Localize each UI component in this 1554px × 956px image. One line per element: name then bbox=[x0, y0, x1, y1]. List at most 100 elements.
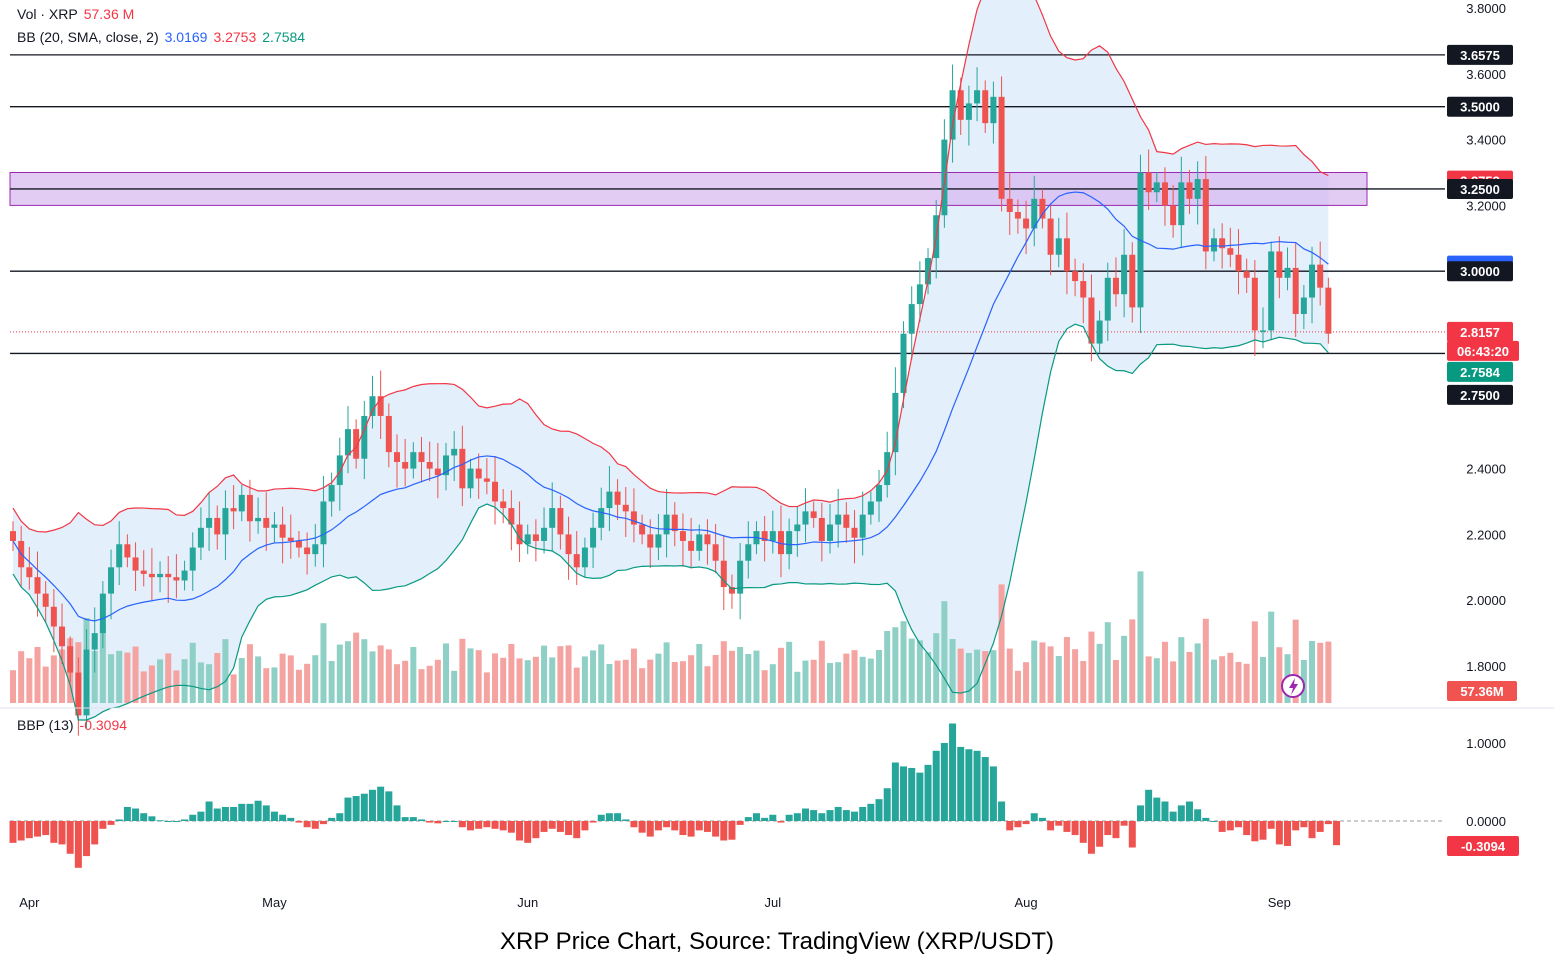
bbp-bar bbox=[352, 796, 360, 821]
candle-body bbox=[157, 573, 164, 578]
time-tick-label: Aug bbox=[1015, 895, 1038, 910]
volume-bar bbox=[1088, 631, 1095, 703]
volume-bar bbox=[34, 647, 41, 703]
bbp-bar bbox=[1030, 813, 1038, 821]
candle-body bbox=[925, 258, 932, 285]
candle-body bbox=[1063, 238, 1070, 272]
bbp-bar bbox=[695, 821, 703, 831]
bbp-bar bbox=[107, 821, 115, 825]
bbp-bar bbox=[1006, 821, 1014, 831]
candle-body bbox=[443, 455, 450, 476]
candle-body bbox=[10, 531, 16, 541]
candle-body bbox=[320, 501, 327, 545]
bbp-bar bbox=[654, 821, 662, 831]
candle-body bbox=[263, 517, 270, 528]
badge-label: 3.0000 bbox=[1460, 264, 1500, 279]
badge-label: 3.6575 bbox=[1460, 48, 1500, 63]
volume-bar bbox=[393, 664, 400, 703]
bbp-bar bbox=[401, 817, 409, 821]
lightning-icon[interactable] bbox=[1281, 674, 1305, 698]
volume-bar bbox=[222, 639, 229, 703]
bbp-bar bbox=[181, 819, 189, 821]
volume-bar bbox=[361, 639, 368, 703]
candle-body bbox=[279, 524, 286, 538]
candle-body bbox=[467, 468, 474, 489]
volume-bar bbox=[116, 650, 123, 703]
volume-bar bbox=[1055, 656, 1062, 703]
bbp-bar bbox=[426, 821, 434, 823]
volume-bar bbox=[1251, 621, 1258, 703]
candle-body bbox=[426, 462, 433, 469]
price-axis[interactable]: 3.8000 3.6000 3.4000 3.2000 2.4000 2.2000 2.00… bbox=[1466, 1, 1506, 829]
volume-bar bbox=[181, 659, 188, 703]
candle-body bbox=[1292, 267, 1299, 314]
volume-bar bbox=[271, 667, 278, 703]
volume-bar bbox=[500, 657, 507, 703]
bbp-bar bbox=[614, 813, 622, 821]
volume-bar bbox=[91, 651, 98, 703]
bbp-bar bbox=[1136, 805, 1144, 821]
volume-bar bbox=[369, 651, 376, 703]
bbp-bar bbox=[91, 821, 99, 845]
volume-bar bbox=[982, 651, 989, 703]
volume-bar bbox=[279, 653, 286, 703]
candle-body bbox=[541, 527, 548, 541]
candle-body bbox=[1260, 330, 1267, 332]
bbp-bar bbox=[1308, 821, 1316, 839]
candle-body bbox=[663, 514, 670, 535]
volume-bar bbox=[1104, 622, 1111, 703]
bbp-bar bbox=[532, 821, 540, 839]
bbp-bar bbox=[1153, 797, 1161, 821]
bbp-bar bbox=[851, 811, 859, 821]
volume-bar bbox=[1178, 637, 1185, 703]
bbp-bar bbox=[17, 821, 25, 841]
bbp-bar bbox=[434, 821, 442, 824]
volume-bar bbox=[312, 655, 319, 703]
bbp-bar bbox=[777, 821, 785, 823]
price-tick-label: 3.6000 bbox=[1466, 67, 1506, 82]
candle-body bbox=[42, 593, 49, 607]
bbp-bar bbox=[1063, 821, 1071, 832]
bbp-bar bbox=[671, 821, 679, 831]
volume-bar bbox=[451, 670, 458, 703]
volume-bar bbox=[679, 661, 686, 703]
volume-bar bbox=[1276, 647, 1283, 703]
volume-bar bbox=[786, 641, 793, 703]
badge-bg bbox=[1447, 44, 1513, 65]
candle-body bbox=[1023, 218, 1030, 229]
bbp-bar bbox=[1324, 821, 1332, 825]
bbp-bar bbox=[556, 821, 564, 832]
bbp-bar bbox=[458, 821, 466, 828]
candle-body bbox=[1178, 182, 1185, 226]
bbp-bar bbox=[769, 814, 777, 821]
candle-body bbox=[124, 544, 131, 558]
volume-bar bbox=[304, 663, 311, 703]
volume-bar bbox=[1227, 652, 1234, 703]
badge-label: 2.8157 bbox=[1460, 325, 1500, 340]
price-badge: 06:43:20 bbox=[1447, 340, 1519, 361]
bbp-bar bbox=[752, 813, 760, 821]
bbp-bar bbox=[712, 821, 720, 837]
price-tick-label: 2.0000 bbox=[1466, 593, 1506, 608]
badge-bg bbox=[1447, 96, 1513, 117]
candle-body bbox=[1235, 254, 1242, 272]
bbp-bar bbox=[360, 793, 368, 821]
volume-bar bbox=[1210, 659, 1217, 703]
bbp-bar bbox=[589, 821, 597, 823]
lightning-icon-bolt bbox=[1289, 678, 1298, 695]
candle-body bbox=[1129, 254, 1136, 308]
badge-bg bbox=[1447, 836, 1519, 856]
volume-bar bbox=[745, 654, 752, 703]
badge-label: -0.3094 bbox=[1461, 839, 1506, 854]
bbp-bar bbox=[58, 821, 66, 845]
volume-bar bbox=[206, 664, 213, 703]
bbp-bar bbox=[573, 821, 581, 839]
bb-legend-label: BB (20, SMA, close, 2) bbox=[17, 29, 159, 45]
volume-bar bbox=[1243, 663, 1250, 703]
candle-body bbox=[1300, 297, 1307, 314]
time-axis[interactable]: Apr May Jun Jul Aug Sep bbox=[19, 895, 1291, 910]
bbp-bar bbox=[605, 813, 613, 821]
candle-body bbox=[884, 452, 891, 486]
candle-body bbox=[1088, 297, 1095, 344]
candle-body bbox=[255, 517, 262, 522]
